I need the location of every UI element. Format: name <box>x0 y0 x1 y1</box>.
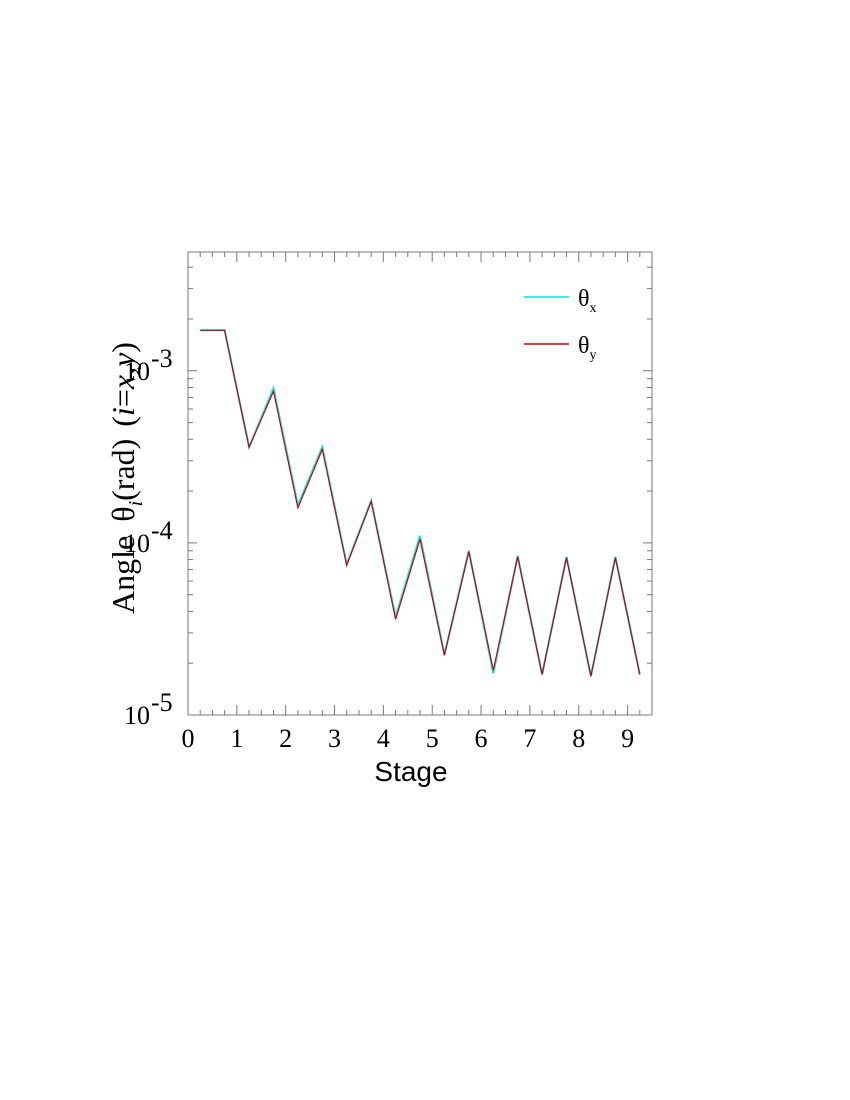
x-tick-label: 6 <box>475 724 488 753</box>
y-axis-title-paren-close: ) <box>105 342 141 353</box>
y-axis-title-prefix: Angle <box>105 536 141 614</box>
svg-text:Angleθi(rad)(i=x,y): Angleθi(rad)(i=x,y) <box>105 342 147 614</box>
series-layer <box>200 329 641 677</box>
y-axis-title-var-xy: x,y <box>105 352 141 390</box>
y-tick-label: 10 <box>124 701 150 730</box>
y-tick-label-exponent: -3 <box>151 344 173 373</box>
series-line-theta-y <box>200 329 641 677</box>
y-tick-label-exponent: -4 <box>151 516 173 545</box>
x-tick-label: 1 <box>230 724 243 753</box>
x-tick-label: 0 <box>182 724 195 753</box>
y-tick-label: 10 <box>124 529 150 558</box>
legend-label-theta-x-sub: x <box>590 301 597 316</box>
y-tick-label: 10 <box>124 357 150 386</box>
y-axis-title-unit: (rad) <box>105 439 141 501</box>
x-tick-label: 8 <box>572 724 585 753</box>
y-axis-title-var-i: i <box>105 407 141 416</box>
y-axis-title-eq: = <box>105 389 141 407</box>
legend-label-theta-y: θy <box>578 333 597 363</box>
y-tick-marks <box>188 266 652 716</box>
x-tick-label: 4 <box>377 724 390 753</box>
y-axis-title-paren-open: ( <box>105 416 141 427</box>
series-line-theta-x <box>200 329 641 677</box>
legend: θx θy <box>524 286 597 363</box>
y-axis-title-symbol-sub: i <box>125 501 147 507</box>
x-axis-title: Stage <box>374 756 447 787</box>
plot-frame <box>187 251 653 716</box>
y-axis-title: Angleθi(rad)(i=x,y) <box>105 342 147 614</box>
legend-label-theta-y-sub: y <box>590 348 597 363</box>
x-tick-label: 2 <box>279 724 292 753</box>
y-tick-label-exponent: -5 <box>151 688 173 717</box>
x-tick-labels: 0 1 2 3 4 5 6 7 8 9 <box>182 724 635 753</box>
x-tick-label: 9 <box>621 724 634 753</box>
legend-label-theta-y-symbol: θ <box>578 333 590 359</box>
x-tick-label: 7 <box>523 724 536 753</box>
legend-label-theta-x-symbol: θ <box>578 286 590 312</box>
y-axis-title-symbol: θ <box>105 506 141 521</box>
x-tick-label: 5 <box>426 724 439 753</box>
legend-label-theta-x: θx <box>578 286 597 316</box>
y-tick-labels: 10-510-410-3 <box>124 344 173 730</box>
x-tick-label: 3 <box>328 724 341 753</box>
x-tick-marks <box>187 252 653 715</box>
